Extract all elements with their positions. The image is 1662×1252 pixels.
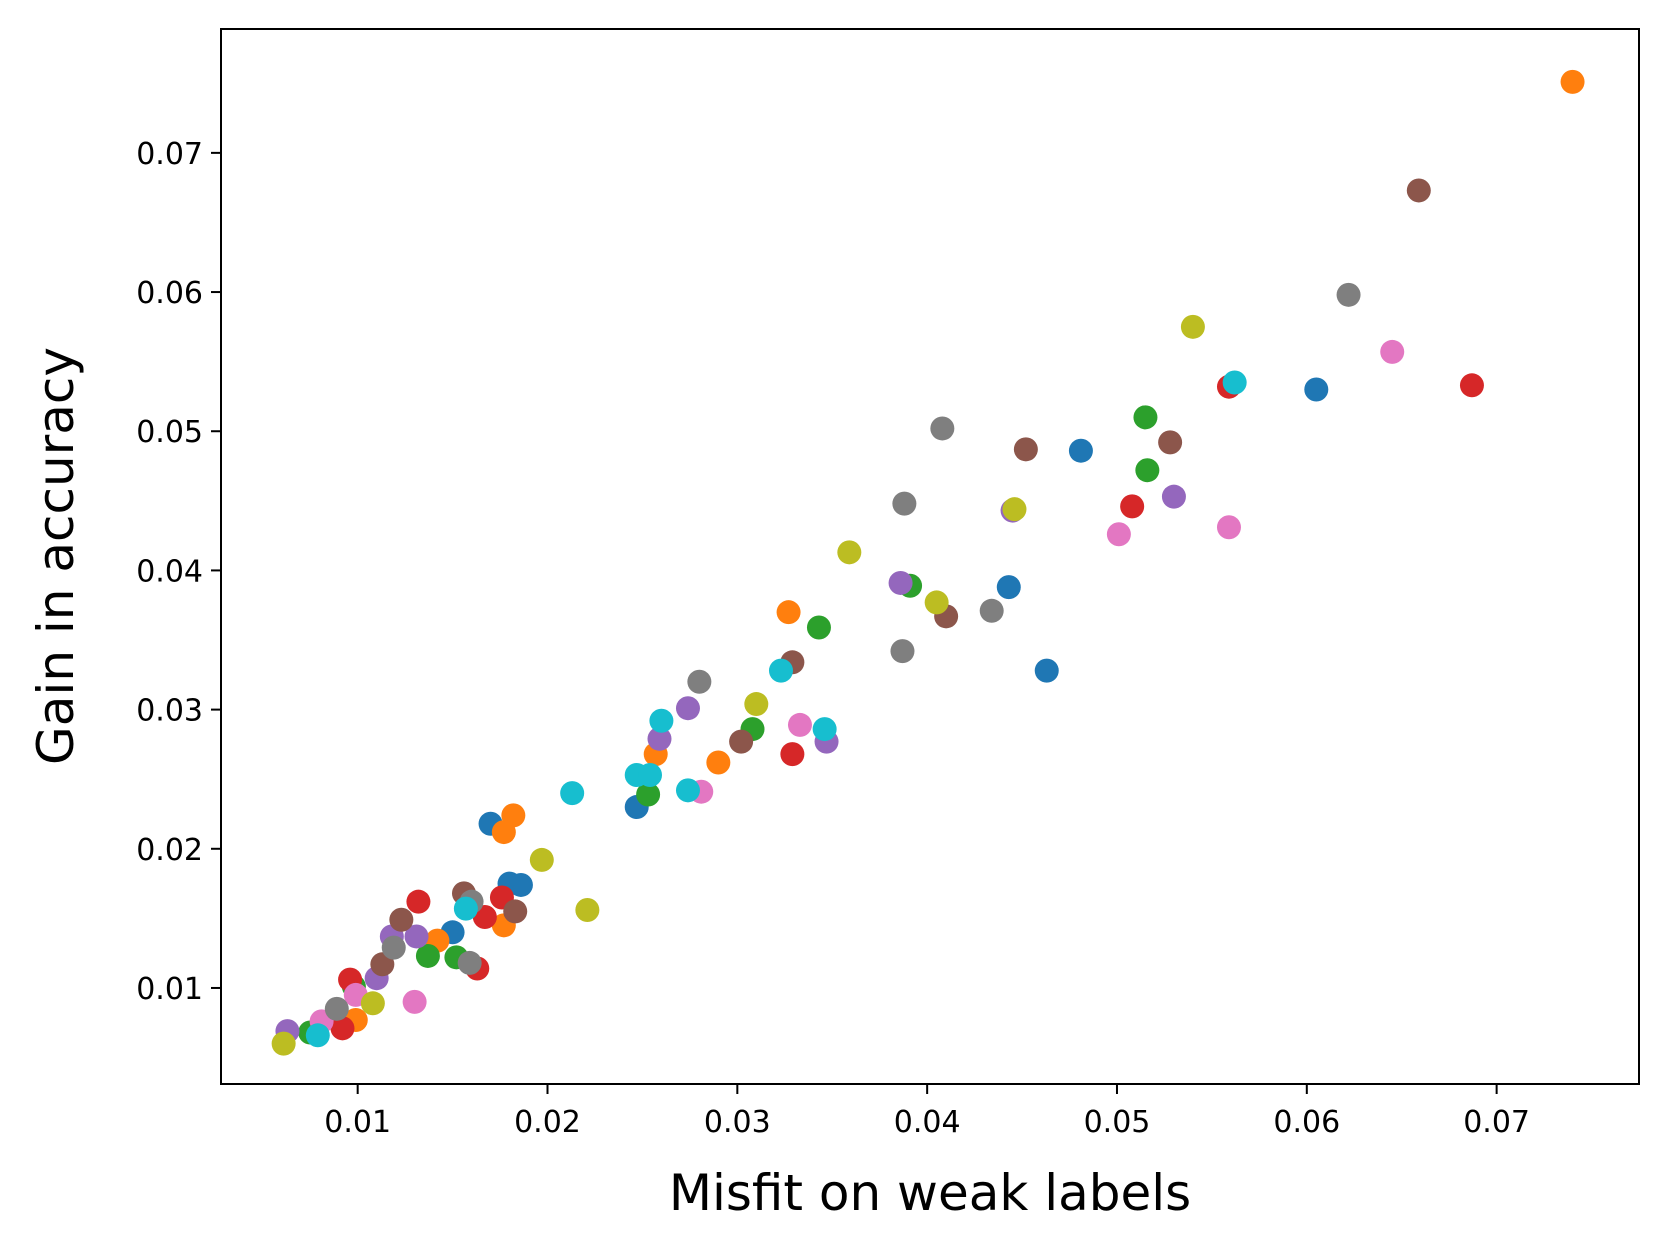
y-tick-label: 0.06 (136, 276, 203, 311)
data-points (271, 69, 1585, 1056)
scatter-point (457, 950, 482, 975)
scatter-point (1304, 377, 1329, 402)
scatter-point (924, 590, 949, 615)
scatter-point (1180, 314, 1205, 339)
y-tick-label: 0.04 (136, 554, 203, 589)
scatter-point (812, 717, 837, 742)
scatter-point (1560, 69, 1585, 94)
scatter-point (1406, 178, 1431, 203)
x-axis-label: Misfit on weak labels (669, 1164, 1191, 1222)
x-tick-label: 0.02 (514, 1105, 581, 1140)
scatter-point (890, 639, 915, 664)
scatter-point (360, 991, 385, 1016)
scatter-point (675, 696, 700, 721)
scatter-point (1336, 282, 1361, 307)
scatter-point (453, 896, 478, 921)
scatter-point (1216, 515, 1241, 540)
x-tick-label: 0.06 (1273, 1105, 1340, 1140)
scatter-point (1034, 658, 1059, 683)
y-axis-label: Gain in accuracy (27, 347, 85, 765)
scatter-point (1459, 373, 1484, 398)
scatter-point (776, 600, 801, 625)
scatter-point (729, 729, 754, 754)
scatter-point (706, 750, 731, 775)
scatter-point (1133, 405, 1158, 430)
scatter-point (1013, 437, 1038, 462)
axis-ticks: 0.01 0.02 0.03 0.04 0.05 0.06 0.07 0.01 0.02 0.03… (136, 137, 1530, 1140)
scatter-point (744, 692, 769, 717)
scatter-point (892, 491, 917, 516)
scatter-point (406, 889, 431, 914)
scatter-point (503, 899, 528, 924)
scatter-point (330, 1016, 355, 1041)
x-tick-label: 0.01 (324, 1105, 391, 1140)
scatter-point (1135, 458, 1160, 483)
scatter-point (324, 996, 349, 1021)
plot-frame (220, 28, 1640, 1085)
scatter-point (402, 989, 427, 1014)
scatter-point (560, 781, 585, 806)
scatter-point (675, 778, 700, 803)
y-tick-label: 0.05 (136, 415, 203, 450)
scatter-point (787, 712, 812, 737)
scatter-point (979, 598, 1004, 623)
scatter-point (1002, 497, 1027, 522)
scatter-point (649, 708, 674, 733)
scatter-point (930, 416, 955, 441)
scatter-point (1106, 522, 1131, 547)
scatter-point (529, 847, 554, 872)
scatter-point (305, 1023, 330, 1048)
scatter-point (575, 898, 600, 923)
y-tick-label: 0.01 (136, 972, 203, 1007)
scatter-point (1222, 370, 1247, 395)
x-tick-label: 0.05 (1084, 1105, 1151, 1140)
y-tick-label: 0.03 (136, 694, 203, 729)
scatter-point (1120, 494, 1145, 519)
scatter-point (780, 742, 805, 767)
scatter-point (491, 820, 516, 845)
scatter-point (768, 658, 793, 683)
scatter-point (638, 763, 663, 788)
y-tick-label: 0.02 (136, 833, 203, 868)
scatter-point (647, 726, 672, 751)
scatter-point (837, 540, 862, 565)
x-tick-label: 0.07 (1463, 1105, 1530, 1140)
scatter-point (1380, 339, 1405, 364)
x-tick-label: 0.04 (894, 1105, 961, 1140)
scatter-point (1161, 484, 1186, 509)
scatter-point (996, 575, 1021, 600)
scatter-point (389, 907, 414, 932)
scatter-point (888, 570, 913, 595)
scatter-point (415, 943, 440, 968)
scatter-point (636, 782, 661, 807)
y-tick-label: 0.07 (136, 137, 203, 172)
scatter-point (806, 615, 831, 640)
scatter-point (271, 1031, 296, 1056)
scatter-point (1158, 430, 1183, 455)
scatter-point (687, 669, 712, 694)
scatter-point (1068, 438, 1093, 463)
scatter-point (381, 935, 406, 960)
scatter-point (404, 924, 429, 949)
scatter-point (508, 872, 533, 897)
x-tick-label: 0.03 (704, 1105, 771, 1140)
